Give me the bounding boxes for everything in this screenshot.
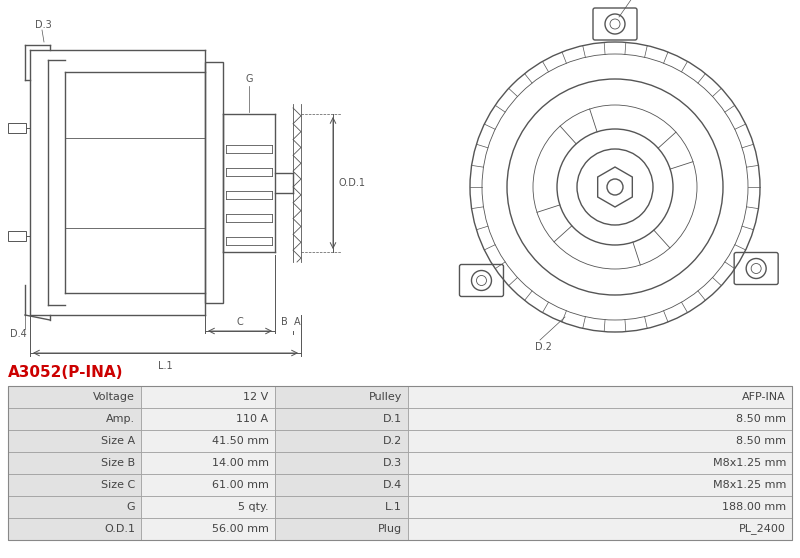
Text: 61.00 mm: 61.00 mm [212, 480, 269, 490]
Text: D.1: D.1 [382, 414, 402, 424]
Circle shape [471, 271, 491, 291]
Text: D.3: D.3 [382, 458, 402, 468]
Text: 5 qty.: 5 qty. [238, 502, 269, 512]
Bar [408, 452, 792, 474]
Bar [8, 408, 142, 430]
Text: Size C: Size C [101, 480, 135, 490]
Bar [408, 386, 792, 408]
Bar [8, 474, 142, 496]
Bar [408, 496, 792, 518]
Bar [142, 386, 274, 408]
Text: D.2: D.2 [382, 436, 402, 446]
Text: PL_2400: PL_2400 [739, 523, 786, 535]
Bar [142, 408, 274, 430]
Bar [142, 496, 274, 518]
Text: D.4: D.4 [382, 480, 402, 490]
Bar [142, 474, 274, 496]
Bar [274, 518, 408, 540]
Bar [142, 518, 274, 540]
Bar [8, 386, 792, 540]
Text: AFP-INA: AFP-INA [742, 392, 786, 402]
Text: 110 A: 110 A [237, 414, 269, 424]
Bar [274, 386, 408, 408]
Text: O.D.1: O.D.1 [338, 178, 365, 188]
Text: Size B: Size B [101, 458, 135, 468]
Text: 14.00 mm: 14.00 mm [211, 458, 269, 468]
Bar [142, 452, 274, 474]
Bar [408, 518, 792, 540]
Bar [8, 123, 26, 133]
Bar [142, 430, 274, 452]
Text: Size A: Size A [101, 436, 135, 446]
Circle shape [746, 258, 766, 278]
Text: G: G [246, 74, 253, 84]
Text: Pulley: Pulley [369, 392, 402, 402]
Text: A: A [294, 317, 300, 327]
Text: Voltage: Voltage [94, 392, 135, 402]
Text: M8x1.25 mm: M8x1.25 mm [713, 480, 786, 490]
Bar [8, 430, 142, 452]
Text: L.1: L.1 [158, 361, 172, 371]
Bar [8, 496, 142, 518]
Text: A3052(P-INA): A3052(P-INA) [8, 365, 123, 380]
Bar [274, 452, 408, 474]
Text: D.2: D.2 [535, 342, 552, 352]
Text: 8.50 mm: 8.50 mm [736, 414, 786, 424]
Bar [408, 474, 792, 496]
Bar [274, 408, 408, 430]
Text: M8x1.25 mm: M8x1.25 mm [713, 458, 786, 468]
Text: 41.50 mm: 41.50 mm [211, 436, 269, 446]
Bar [274, 474, 408, 496]
Text: 12 V: 12 V [243, 392, 269, 402]
Circle shape [605, 14, 625, 34]
Bar [8, 386, 142, 408]
Text: L.1: L.1 [385, 502, 402, 512]
Text: B: B [281, 317, 287, 327]
Text: Amp.: Amp. [106, 414, 135, 424]
Bar [8, 231, 26, 241]
Text: O.D.1: O.D.1 [104, 524, 135, 534]
Bar [8, 518, 142, 540]
Bar [8, 452, 142, 474]
Bar [408, 408, 792, 430]
Text: G: G [126, 502, 135, 512]
Bar [274, 496, 408, 518]
Bar [408, 430, 792, 452]
Circle shape [607, 179, 623, 195]
Text: 188.00 mm: 188.00 mm [722, 502, 786, 512]
Bar [205, 62, 223, 303]
Text: 8.50 mm: 8.50 mm [736, 436, 786, 446]
Bar [274, 430, 408, 452]
Text: D.4: D.4 [10, 329, 26, 339]
Text: D.3: D.3 [35, 20, 52, 30]
Text: C: C [237, 317, 243, 327]
Text: Plug: Plug [378, 524, 402, 534]
Text: 56.00 mm: 56.00 mm [212, 524, 269, 534]
